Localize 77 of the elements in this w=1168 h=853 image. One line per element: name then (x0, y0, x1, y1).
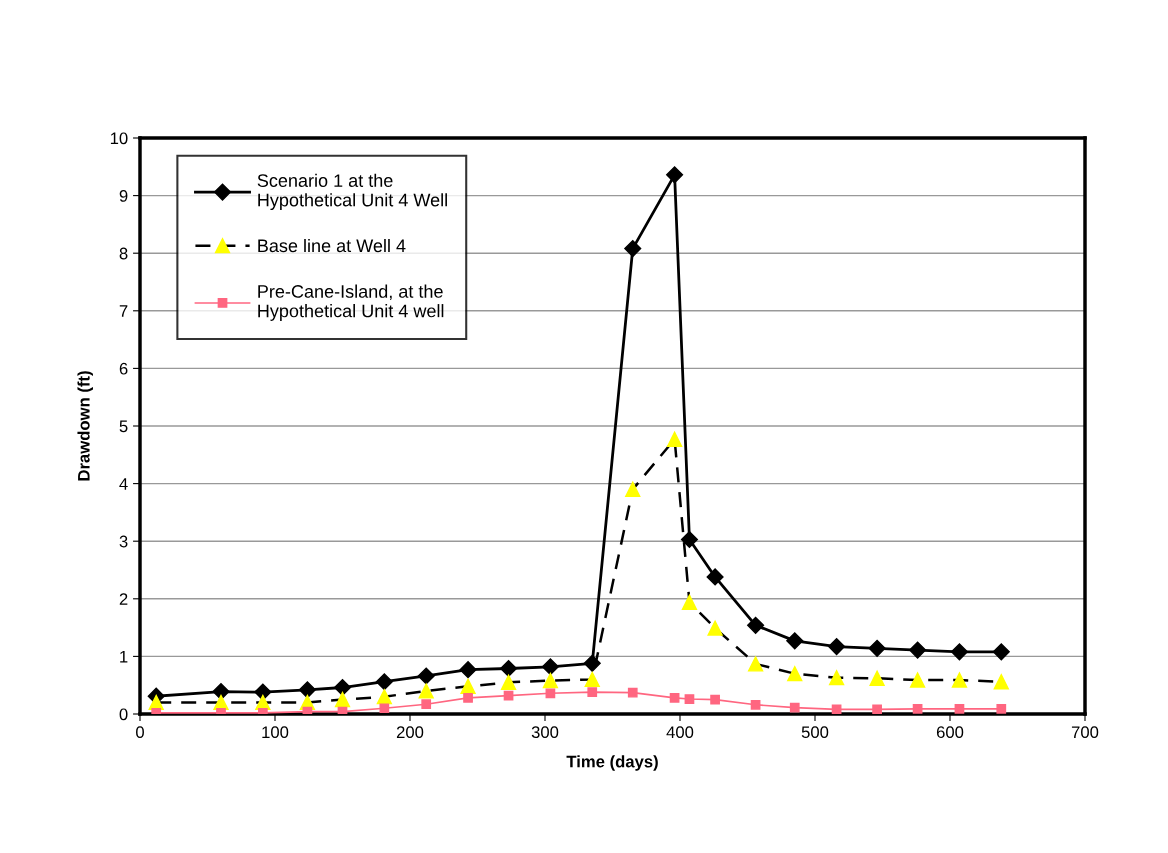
x-tick-label: 400 (666, 726, 694, 739)
point (828, 670, 845, 686)
y-axis-title: Drawdown (ft) (77, 371, 93, 481)
point (624, 240, 642, 258)
legend-label: Base line at Well 4 (258, 238, 406, 253)
point (417, 667, 435, 685)
point (954, 703, 965, 714)
point (950, 643, 969, 661)
point (996, 703, 1007, 714)
point (584, 671, 600, 688)
x-axis-title: Time (days) (566, 755, 658, 771)
legend-label: Scenario 1 at the Hypothetical Unit 4 Well (257, 173, 447, 210)
x-tick-label: 500 (801, 726, 829, 739)
point (418, 683, 434, 699)
point (334, 691, 351, 708)
y-tick-label: 1 (120, 650, 128, 663)
point (992, 643, 1010, 661)
point (750, 699, 761, 710)
point (710, 694, 720, 705)
point (459, 661, 477, 679)
point (669, 693, 680, 703)
y-tick-label: 0 (119, 708, 128, 721)
point (337, 706, 348, 714)
y-tick-label: 7 (119, 305, 128, 317)
point (460, 678, 476, 694)
point (706, 568, 724, 586)
point (499, 659, 518, 678)
point (666, 431, 683, 447)
point (421, 699, 432, 710)
point (379, 703, 390, 714)
point (912, 703, 923, 714)
point (747, 656, 764, 672)
y-tick-label: 6 (119, 362, 128, 375)
x-tick-label: 600 (936, 726, 964, 739)
x-tick-label: 100 (262, 726, 289, 739)
y-tick-label: 9 (119, 190, 128, 202)
point (500, 674, 517, 690)
point (828, 638, 846, 656)
point (666, 166, 684, 184)
x-tick-label: 0 (136, 726, 144, 739)
point (463, 693, 473, 703)
point (869, 670, 885, 686)
y-tick-label: 4 (119, 478, 128, 490)
point (951, 672, 968, 688)
y-tick-label: 2 (119, 593, 128, 605)
point (909, 672, 926, 688)
point (789, 702, 800, 713)
x-tick-label: 200 (396, 726, 424, 739)
point (627, 687, 638, 698)
point (787, 666, 803, 682)
point (747, 616, 765, 634)
y-tick-label: 10 (110, 132, 128, 145)
point (542, 672, 559, 689)
x-tick-label: 300 (531, 726, 559, 739)
point (298, 681, 316, 699)
point (868, 639, 886, 657)
point (872, 704, 882, 714)
y-tick-label: 3 (119, 535, 128, 548)
point (993, 674, 1009, 690)
x-tick-label: 700 (1071, 726, 1099, 739)
point (707, 620, 723, 636)
y-tick-label: 5 (119, 420, 128, 433)
point (684, 694, 695, 704)
point (375, 673, 393, 691)
point (831, 704, 842, 714)
point (625, 481, 641, 497)
point (545, 688, 556, 699)
point (587, 687, 598, 697)
point (909, 641, 927, 659)
point (541, 658, 559, 676)
point (212, 682, 230, 701)
point (680, 530, 699, 549)
point (302, 706, 313, 714)
legend-label: Pre-Cane-Island, at the Hypothetical Unit 4 well (258, 284, 444, 321)
y-tick-label: 8 (119, 247, 128, 260)
point (681, 594, 698, 610)
point (786, 632, 804, 650)
